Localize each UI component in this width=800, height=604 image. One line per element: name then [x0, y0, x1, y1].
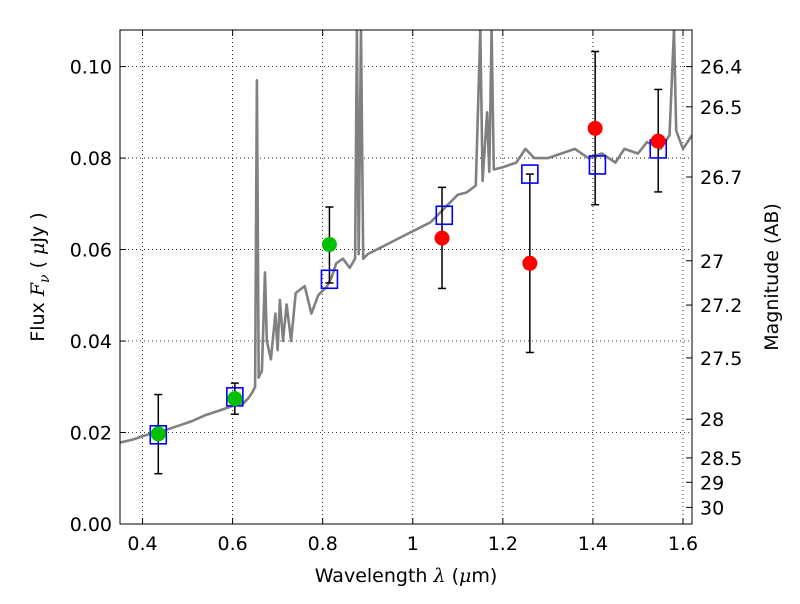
y2-tick-label: 30: [700, 497, 724, 519]
y-tick-label: 0.04: [70, 331, 112, 353]
y-tick-label: 0.08: [70, 148, 112, 170]
y2-tick-label: 26.5: [700, 97, 742, 119]
x-tick-label: 1.6: [668, 533, 698, 555]
observed-flux-point: [650, 133, 666, 149]
observed-flux-point: [227, 391, 243, 407]
y-tick-label: 0.02: [70, 423, 112, 445]
y2-tick-label: 26.4: [700, 57, 742, 79]
y2-tick-label: 28.5: [700, 448, 742, 470]
y-tick-label: 0.06: [70, 240, 112, 262]
data-points: [149, 120, 668, 445]
template-spectrum-line: [120, 30, 692, 444]
y2-tick-label: 28: [700, 409, 724, 431]
y2-tick-label: 26.7: [700, 167, 742, 189]
model-photometry-square: [588, 155, 607, 175]
plot-frame: [119, 29, 693, 525]
observed-flux-point: [150, 426, 166, 442]
model-photometry-square: [521, 164, 539, 184]
y2-tick-label: 27: [700, 251, 724, 273]
plot-area: [120, 30, 692, 444]
observed-flux-point: [434, 230, 450, 246]
x-tick-label: 0.8: [308, 533, 338, 555]
y2-tick-label: 27.5: [700, 348, 742, 370]
x-tick-label: 0.4: [127, 533, 157, 555]
y2-tick-label: 27.2: [700, 295, 742, 317]
model-photometry-square: [435, 205, 454, 226]
observed-flux-point: [587, 120, 603, 136]
y-axis-title: Flux Fν ( μJy ): [27, 212, 53, 341]
x-tick-label: 1: [407, 533, 419, 555]
model-photometry-square: [149, 425, 168, 445]
x-tick-label: 1.2: [488, 533, 518, 555]
x-tick-label: 1.4: [578, 533, 608, 555]
y-tick-label: 0.00: [70, 514, 112, 536]
x-tick-label: 0.6: [217, 533, 247, 555]
y-tick-label: 0.10: [70, 57, 112, 79]
y2-tick-label: 29: [700, 472, 724, 494]
observed-flux-point: [522, 255, 538, 271]
axis-ticks: 0.4 0.6 0.8 1 1.2 1.4 1.6 0.00 0.02 0.04 0.06 0.08 0…: [70, 30, 742, 555]
model-photometry-square: [320, 269, 339, 290]
y2-axis-title: Magnitude (AB): [761, 203, 783, 351]
x-axis-title: Wavelength λ (μm): [315, 565, 498, 587]
observed-flux-point: [321, 237, 337, 253]
